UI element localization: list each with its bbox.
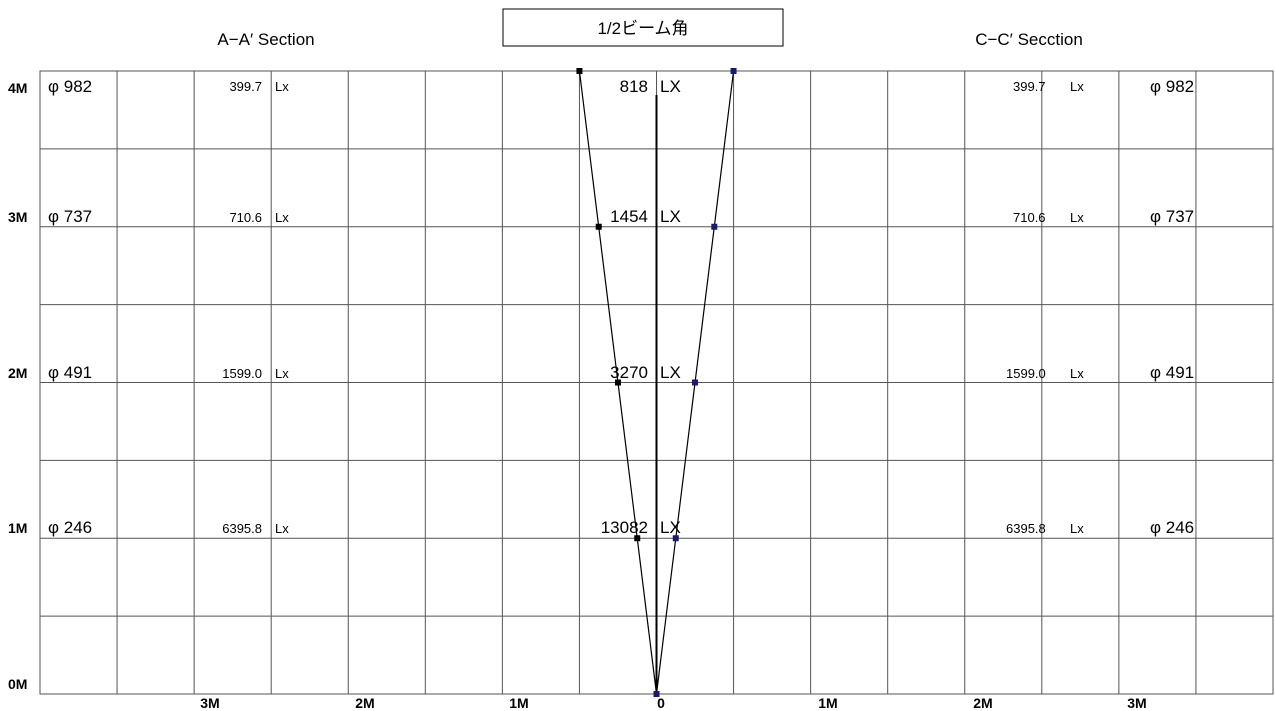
y-label-0m: 0M	[8, 676, 27, 692]
left-section-lux: 710.6	[229, 210, 262, 225]
right-section-lux: 399.7	[1013, 79, 1046, 94]
y-label-3m: 3M	[8, 209, 27, 225]
left-diameter: φ 737	[48, 207, 92, 226]
beam-right-marker	[653, 691, 660, 697]
x-label-left-2m: 2M	[355, 695, 374, 711]
left-diameter: φ 982	[48, 77, 92, 96]
left-section-lux: 399.7	[229, 79, 262, 94]
right-section-unit: Lx	[1070, 521, 1084, 536]
left-section-unit: Lx	[275, 79, 289, 94]
left-section-lux: 1599.0	[222, 366, 262, 381]
y-label-4m: 4M	[8, 80, 27, 96]
x-label-right-3m: 3M	[1127, 695, 1146, 711]
beam-left-marker	[595, 223, 602, 230]
right-diameter: φ 491	[1150, 363, 1194, 382]
beam-left-marker	[634, 535, 641, 542]
x-label-zero: 0	[657, 695, 665, 711]
center-title-box	[502, 8, 784, 47]
x-label-right-2m: 2M	[973, 695, 992, 711]
row-2m: φ 491 1599.0 Lx 3270 LX 1599.0 Lx φ 491	[48, 363, 1194, 382]
right-section-unit: Lx	[1070, 210, 1084, 225]
y-axis: 4M 3M 2M 1M 0M	[8, 80, 27, 692]
y-label-2m: 2M	[8, 365, 27, 381]
center-lux: 3270	[610, 363, 648, 382]
beam-cone	[576, 68, 737, 697]
beam-left-marker	[614, 379, 621, 386]
left-section-title: A−A′ Section	[217, 30, 314, 49]
center-title: 1/2ビーム角	[597, 19, 688, 38]
right-section-lux: 1599.0	[1006, 366, 1046, 381]
right-diameter: φ 982	[1150, 77, 1194, 96]
y-label-1m: 1M	[8, 520, 27, 536]
center-lux-unit: LX	[660, 77, 681, 96]
center-lux-unit: LX	[660, 363, 681, 382]
center-lux: 13082	[601, 518, 648, 537]
right-section-title: C−C′ Secction	[975, 30, 1083, 49]
left-section-lux: 6395.8	[222, 521, 262, 536]
x-label-right-1m: 1M	[818, 695, 837, 711]
x-label-left-1m: 1M	[509, 695, 528, 711]
left-section-unit: Lx	[275, 210, 289, 225]
row-4m: φ 982 399.7 Lx 818 LX 399.7 Lx φ 982	[48, 77, 1194, 96]
right-section-unit: Lx	[1070, 366, 1084, 381]
x-axis: 3M 2M 1M 0 1M 2M 3M	[200, 695, 1146, 711]
beam-right-marker	[730, 68, 737, 74]
center-lux: 818	[620, 77, 648, 96]
beam-right-marker	[711, 223, 718, 230]
x-label-left-3m: 3M	[200, 695, 219, 711]
center-lux: 1454	[610, 207, 648, 226]
left-diameter: φ 246	[48, 518, 92, 537]
right-section-lux: 710.6	[1013, 210, 1046, 225]
right-section-lux: 6395.8	[1006, 521, 1046, 536]
center-lux-unit: LX	[660, 207, 681, 226]
right-diameter: φ 737	[1150, 207, 1194, 226]
right-diameter: φ 246	[1150, 518, 1194, 537]
left-section-unit: Lx	[275, 366, 289, 381]
beam-left-marker	[576, 68, 583, 74]
row-1m: φ 246 6395.8 Lx 13082 LX 6395.8 Lx φ 246	[48, 518, 1194, 537]
row-3m: φ 737 710.6 Lx 1454 LX 710.6 Lx φ 737	[48, 207, 1194, 226]
left-diameter: φ 491	[48, 363, 92, 382]
beam-right-marker	[672, 535, 679, 542]
right-section-unit: Lx	[1070, 79, 1084, 94]
beam-right-marker	[692, 379, 699, 386]
center-lux-unit: LX	[660, 518, 681, 537]
left-section-unit: Lx	[275, 521, 289, 536]
